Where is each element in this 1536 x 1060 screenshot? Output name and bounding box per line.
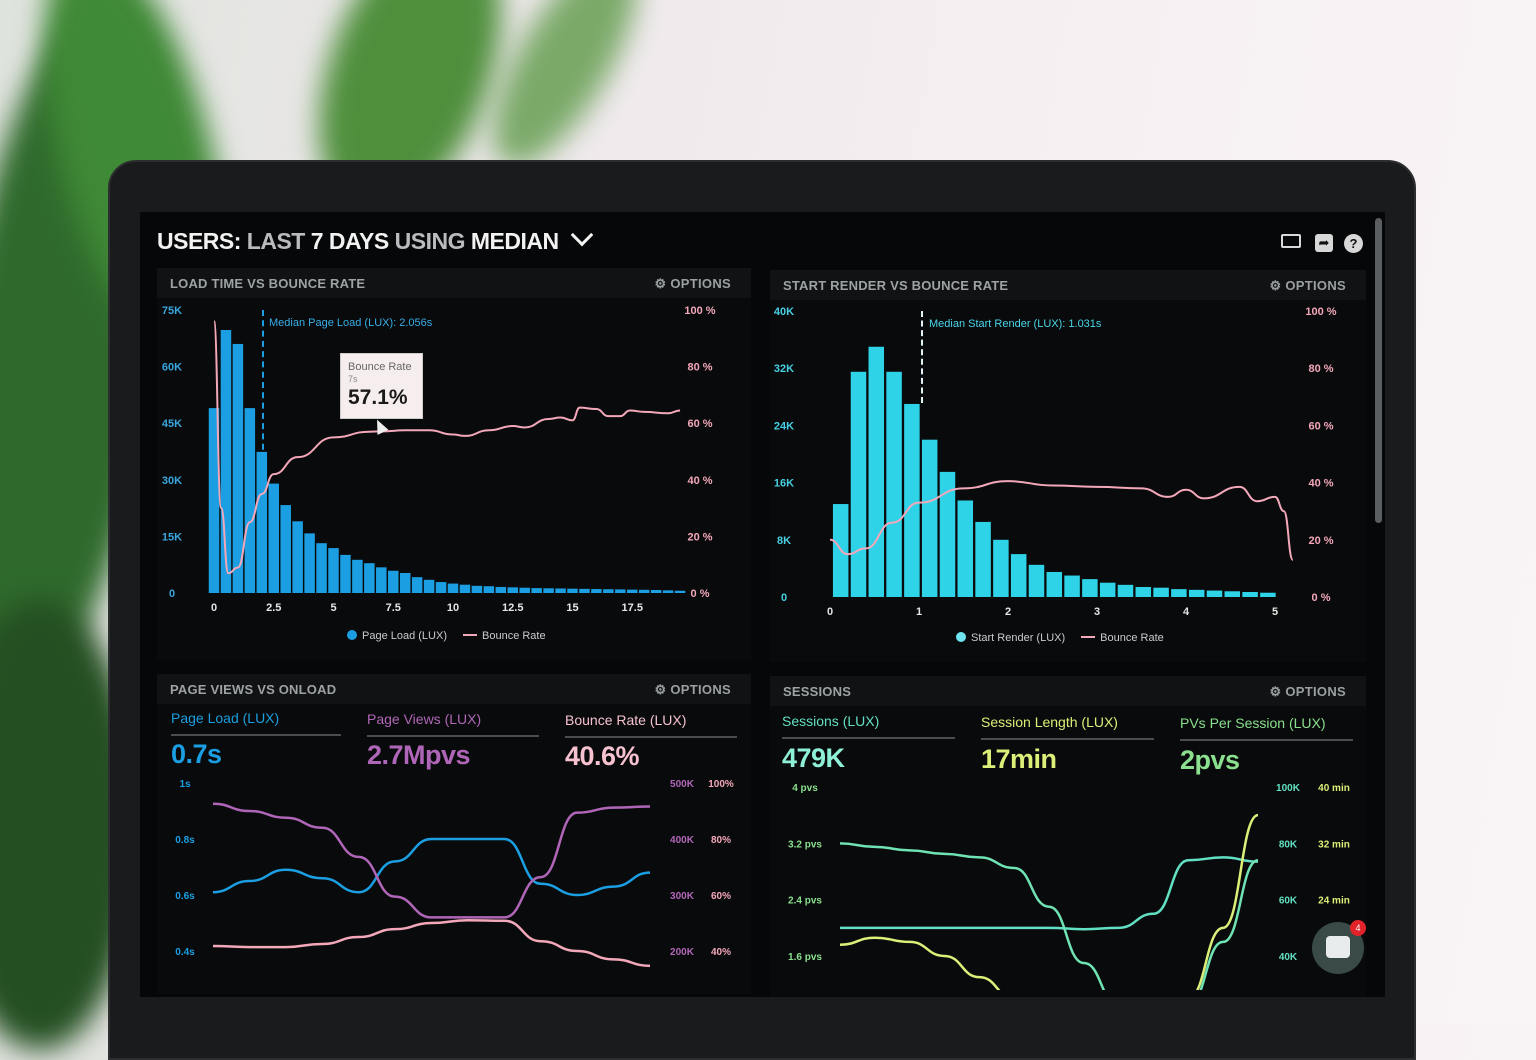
kpi-label: Bounce Rate (LUX): [565, 712, 687, 728]
page-title[interactable]: USERS: LAST 7 DAYS USING MEDIAN: [157, 223, 594, 255]
kpi-divider: [171, 734, 341, 736]
chart-legend: Start Render (LUX) Bounce Rate: [956, 632, 1164, 644]
tooltip-title: Bounce Rate: [348, 361, 412, 373]
title-part: MEDIAN: [470, 228, 559, 254]
kpi-value: 40.6%: [565, 741, 640, 771]
scrollbar[interactable]: [1375, 218, 1382, 523]
kpi-value: 479K: [782, 743, 845, 773]
legend-marker: [347, 630, 357, 640]
title-part: USING: [394, 228, 466, 254]
tooltip: Bounce Rate 7s 57.1%: [340, 353, 423, 419]
kpi-label: PVs Per Session (LUX): [1180, 715, 1326, 731]
title-part: 7 DAYS: [310, 228, 389, 254]
options-label: OPTIONS: [1285, 684, 1346, 699]
monitor-icon[interactable]: [1281, 234, 1301, 248]
legend-marker: [956, 632, 966, 642]
title-part: LAST: [246, 228, 306, 254]
kpi-value: 0.7s: [171, 739, 222, 769]
kpi-divider: [367, 735, 539, 737]
kpi-value: 17min: [981, 744, 1057, 774]
tooltip-subtitle: 7s: [348, 374, 358, 384]
median-annotation: Median Start Render (LUX): 1.031s: [929, 318, 1102, 330]
legend-item[interactable]: Page Load (LUX): [362, 630, 447, 642]
legend-marker: [1081, 636, 1096, 638]
kpi-label: Session Length (LUX): [981, 714, 1118, 730]
median-line: [921, 311, 923, 403]
panel-header: SESSIONS ⚙ OPTIONS: [770, 676, 1366, 706]
panel-load-time: LOAD TIME VS BOUNCE RATE ⚙ OPTIONS: [157, 268, 751, 660]
panel-title: SESSIONS: [783, 684, 852, 699]
kpi-divider: [565, 736, 737, 738]
chat-icon: [1326, 936, 1350, 958]
legend-item[interactable]: Start Render (LUX): [971, 632, 1066, 644]
tooltip-value: 57.1%: [348, 386, 408, 409]
options-label: OPTIONS: [670, 682, 731, 697]
options-label: OPTIONS: [670, 276, 731, 291]
chat-button[interactable]: 4: [1312, 920, 1366, 974]
options-button[interactable]: ⚙ OPTIONS: [1269, 278, 1346, 293]
share-icon[interactable]: ➦: [1315, 234, 1333, 252]
kpi-label: Sessions (LUX): [782, 713, 880, 729]
panel-title: LOAD TIME VS BOUNCE RATE: [170, 276, 366, 291]
median-annotation: Median Page Load (LUX): 2.056s: [269, 317, 433, 329]
kpi-value: 2.7Mpvs: [367, 740, 471, 770]
options-button[interactable]: ⚙ OPTIONS: [1269, 684, 1346, 699]
kpi-label: Page Views (LUX): [367, 711, 482, 727]
kpi-value: 2pvs: [1180, 745, 1240, 775]
chart-legend: Page Load (LUX) Bounce Rate: [347, 630, 546, 642]
chevron-down-icon[interactable]: [571, 223, 594, 247]
options-button[interactable]: ⚙ OPTIONS: [654, 682, 731, 697]
kpi-divider: [782, 737, 955, 739]
kpi-divider: [1180, 739, 1353, 741]
panel-header: LOAD TIME VS BOUNCE RATE ⚙ OPTIONS: [157, 268, 751, 298]
help-icon[interactable]: ?: [1344, 234, 1363, 253]
panel-title: START RENDER VS BOUNCE RATE: [783, 278, 1009, 293]
options-label: OPTIONS: [1285, 278, 1346, 293]
kpi-divider: [981, 738, 1154, 740]
title-part: USERS:: [157, 228, 241, 254]
panel-header: PAGE VIEWS VS ONLOAD ⚙ OPTIONS: [157, 674, 751, 704]
panel-header: START RENDER VS BOUNCE RATE ⚙ OPTIONS: [770, 270, 1366, 300]
legend-marker: [463, 634, 477, 636]
legend-item[interactable]: Bounce Rate: [482, 630, 546, 642]
kpi-label: Page Load (LUX): [171, 710, 280, 726]
options-button[interactable]: ⚙ OPTIONS: [654, 276, 731, 291]
panel-title: PAGE VIEWS VS ONLOAD: [170, 682, 337, 697]
legend-item[interactable]: Bounce Rate: [1100, 632, 1164, 644]
median-line: [262, 310, 264, 460]
notification-badge: 4: [1350, 920, 1366, 936]
